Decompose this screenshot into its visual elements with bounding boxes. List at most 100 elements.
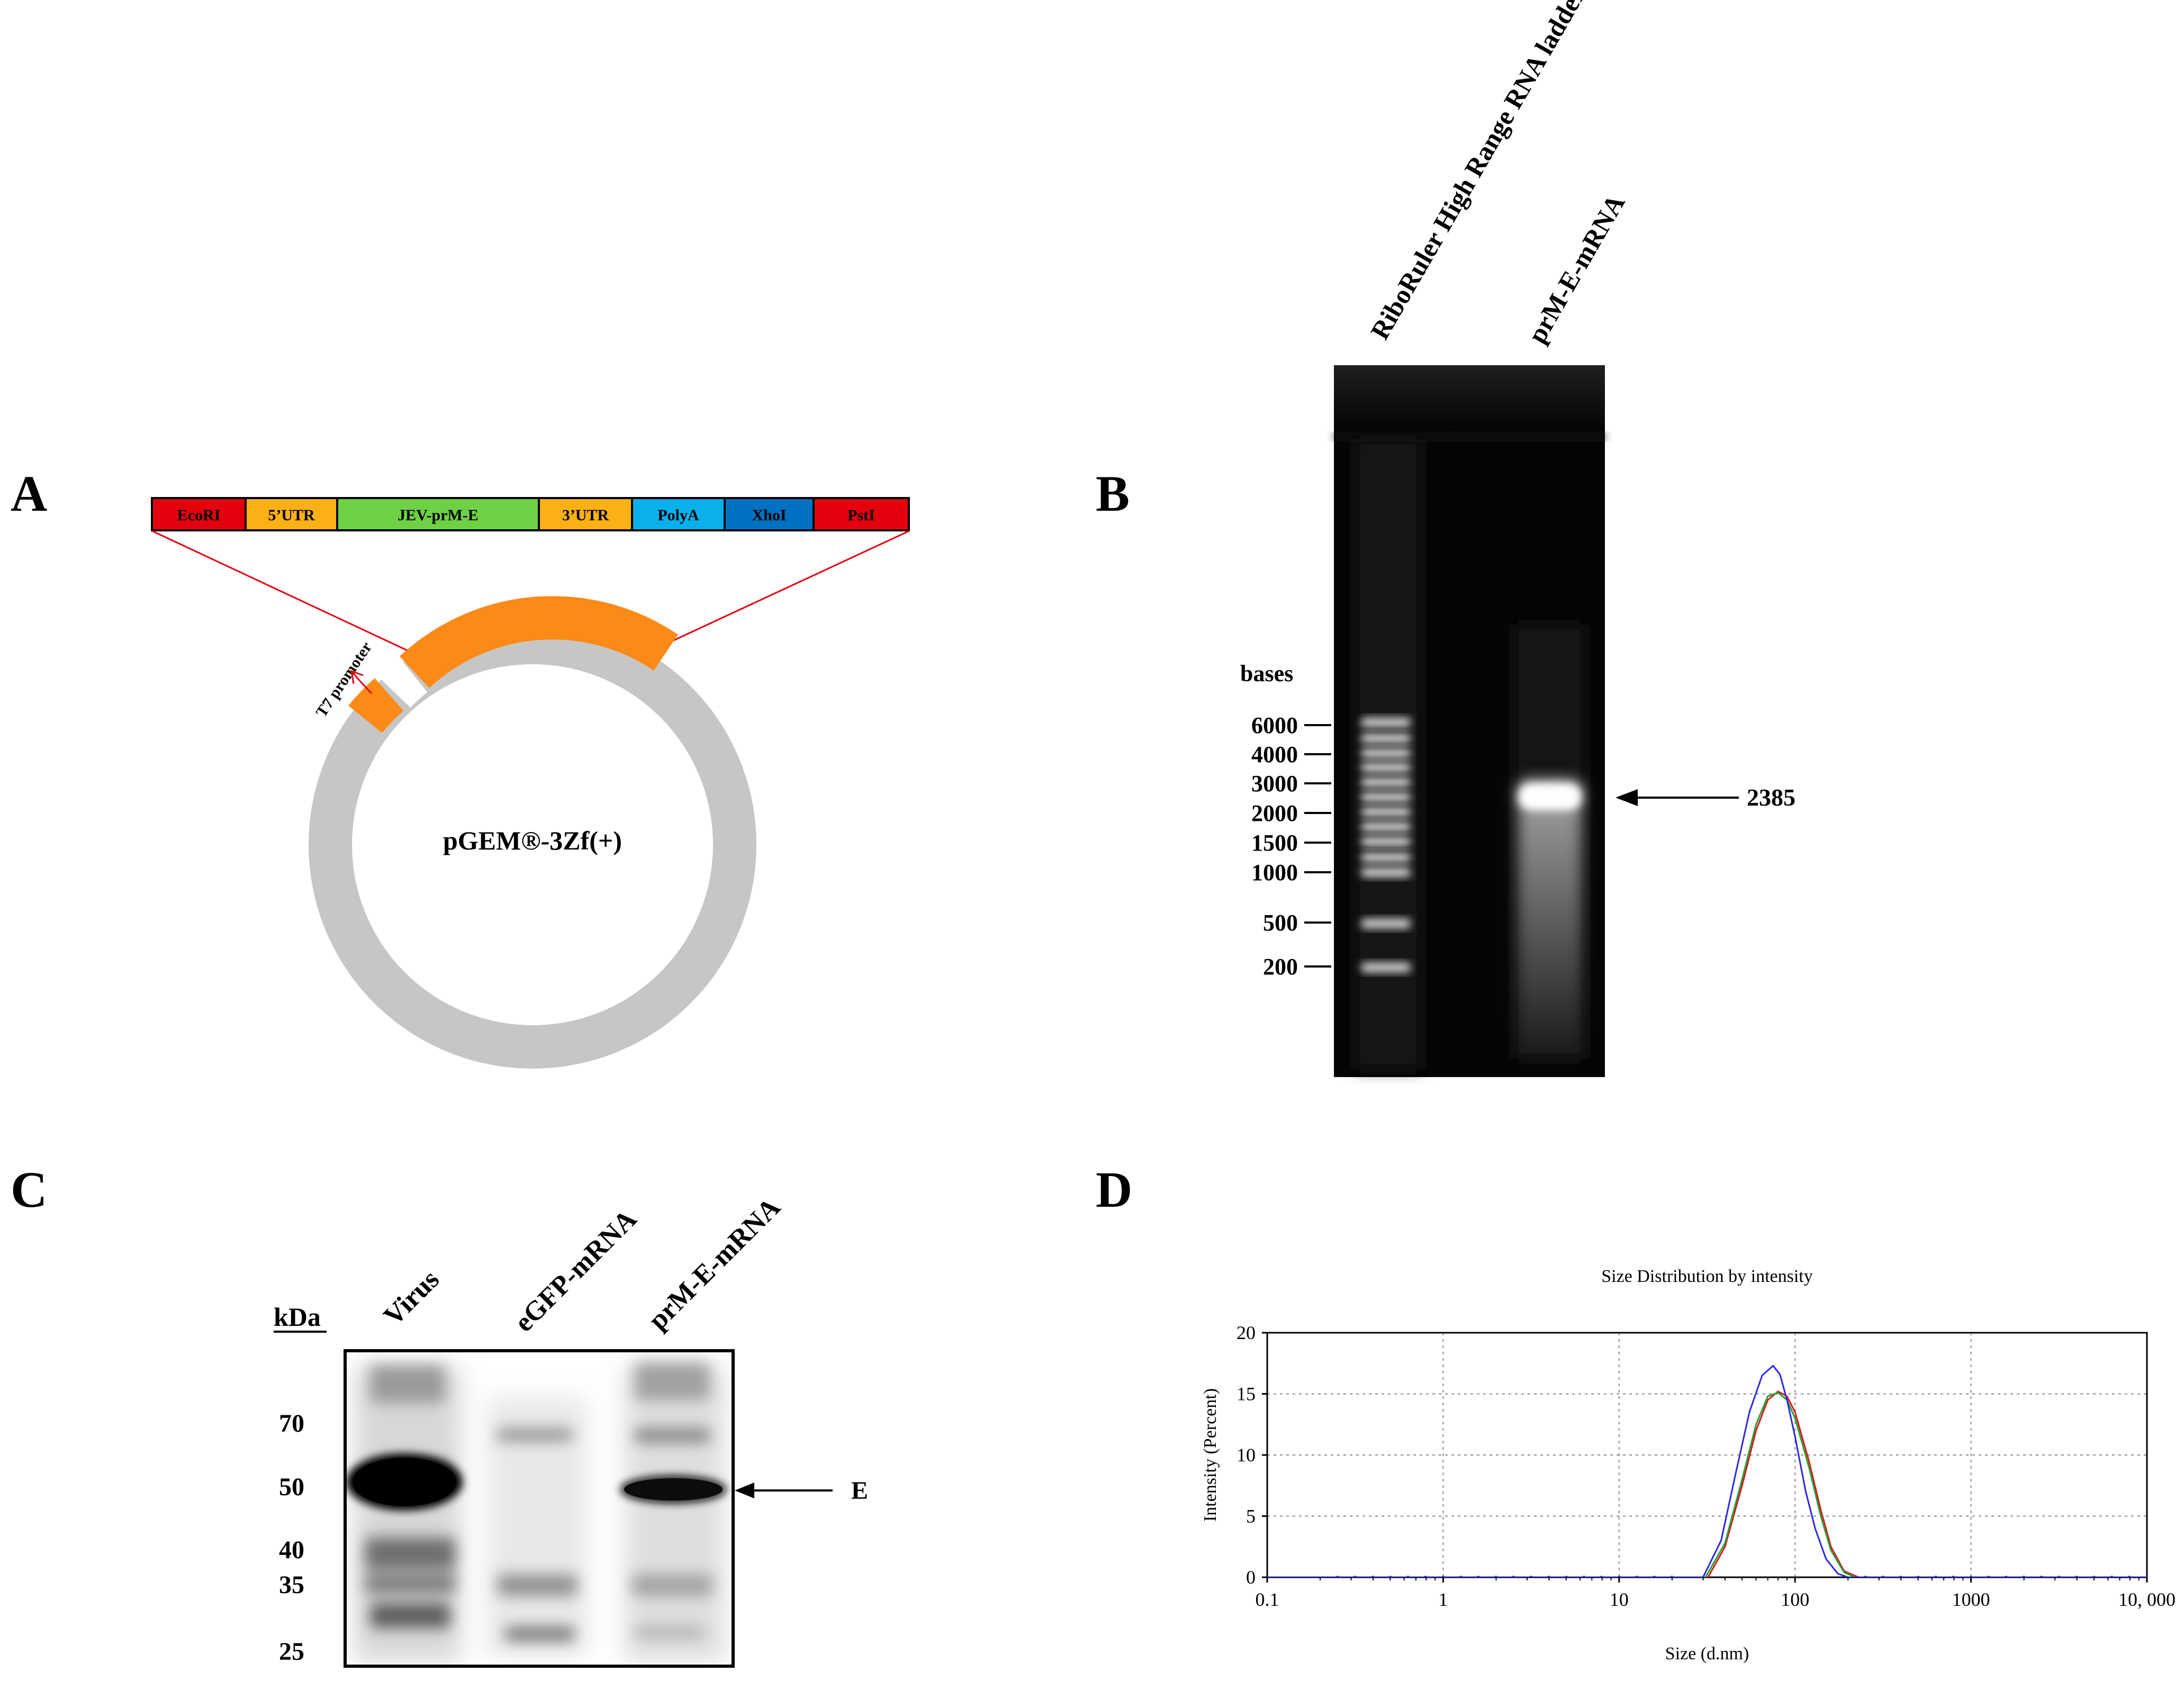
blot-band-annotation: E — [735, 1477, 868, 1505]
ladder-size-label: 6000 — [1251, 712, 1298, 738]
chart-baseline-point — [2092, 1576, 2096, 1577]
marker-size-label: 40 — [279, 1536, 304, 1564]
chart-baseline-point — [1494, 1576, 1498, 1577]
guide-line-left — [151, 530, 409, 652]
plasmid-gap — [376, 655, 428, 708]
chart-baseline-point — [1635, 1576, 1639, 1577]
panel-c-letter: C — [11, 1161, 47, 1218]
chart-baseline-point — [2039, 1576, 2043, 1577]
chart-baseline-point — [1353, 1576, 1357, 1577]
marker-unit-label: kDa — [274, 1302, 321, 1332]
chart-y-tick-label: 5 — [1246, 1506, 1256, 1527]
panel-c: C Virus eGFP-mRNA prM-E-mRNA kDa — [11, 1161, 868, 1668]
construct-segment-label: 5’UTR — [268, 507, 315, 524]
panel-d-letter: D — [1096, 1161, 1132, 1218]
blot-lane-label-egfp: eGFP-mRNA — [509, 1204, 643, 1337]
blot-band-label: E — [851, 1477, 868, 1505]
ladder-size-label: 2000 — [1251, 800, 1298, 826]
chart-y-tick-label: 15 — [1237, 1384, 1256, 1405]
ladder-band — [1361, 748, 1411, 758]
chart-x-tick-label: 10, 000 — [2118, 1589, 2176, 1610]
ladder-band — [1361, 867, 1411, 877]
ladder-band — [1361, 837, 1411, 846]
guide-line-right — [671, 530, 910, 643]
chart-baseline-point — [1952, 1576, 1955, 1577]
construct-segment-label: XhoI — [752, 507, 786, 524]
chart-baseline-point — [1476, 1576, 1480, 1577]
ladder-band — [1361, 963, 1411, 972]
gel-image — [1334, 365, 1605, 1077]
chart-baseline-point — [2057, 1576, 2061, 1577]
chart-baseline-point — [1565, 1576, 1568, 1577]
chart-baseline-point — [1617, 1576, 1621, 1577]
chart-baseline-point — [1600, 1576, 1603, 1577]
gel-band-annotation: 2385 — [1616, 784, 1795, 811]
chart-baseline-point — [1512, 1576, 1515, 1577]
ladder-size-label: 500 — [1263, 910, 1298, 936]
panel-d: D Size Distribution by intensity 0.1 1 10 1… — [1096, 1161, 2176, 1664]
sample-band — [1518, 781, 1582, 1064]
chart-baseline-point — [2075, 1576, 2079, 1577]
construct-segment-label: PolyA — [657, 507, 699, 524]
chart-baseline-point — [2110, 1576, 2114, 1577]
ladder-band — [1361, 792, 1411, 802]
plasmid-insert-arc — [400, 596, 678, 689]
chart-baseline-point — [1371, 1576, 1375, 1577]
ladder-band — [1361, 807, 1411, 817]
plasmid-map: pGEM®-3Zf(+) — [309, 596, 756, 1069]
plasmid-backbone — [309, 621, 756, 1069]
construct-map: EcoRI 5’UTR JEV-prM-E 3’UTR PolyA XhoI PstI — [151, 497, 910, 531]
construct-segment — [245, 497, 338, 531]
t7-arrowhead-icon — [350, 670, 364, 684]
ladder-band — [1361, 853, 1411, 862]
chart-x-tick-label: 0.1 — [1256, 1589, 1279, 1610]
ladder-band — [1361, 919, 1411, 928]
construct-segment — [151, 497, 247, 531]
construct-segment-label: PstI — [847, 507, 875, 524]
ladder-band — [1361, 734, 1411, 743]
blot-band-arrowhead-icon — [735, 1483, 754, 1498]
panel-b-letter: B — [1096, 465, 1130, 522]
chart-series-line — [1267, 1364, 2147, 1577]
chart-baseline-point — [1987, 1576, 1990, 1577]
chart-baseline-point — [1459, 1576, 1463, 1577]
chart-x-tick-label: 10 — [1610, 1589, 1629, 1610]
marker-size-label: 70 — [279, 1409, 304, 1438]
chart-baseline-point — [1670, 1576, 1674, 1577]
ladder-size-label: 3000 — [1251, 771, 1298, 797]
plasmid-promoter-arc — [348, 678, 404, 734]
ladder-labels: 6000 4000 3000 2000 1500 1000 500 200 — [1251, 712, 1331, 980]
ladder-band — [1361, 822, 1411, 832]
panel-a-letter: A — [11, 465, 47, 522]
chart-y-tick-label: 20 — [1237, 1322, 1256, 1343]
chart-baseline-point — [1881, 1576, 1885, 1577]
ladder-size-label: 200 — [1263, 954, 1298, 980]
ladder-band — [1361, 778, 1411, 787]
chart-series-line — [1267, 1391, 2147, 1577]
chart-baseline-point — [1406, 1576, 1410, 1577]
blot-lane-label-virus: Virus — [378, 1264, 445, 1332]
construct-segment-label: EcoRI — [177, 507, 221, 524]
ladder-size-label: 1500 — [1251, 830, 1298, 856]
chart-title: Size Distribution by intensity — [1601, 1267, 1812, 1286]
chart-x-tick-label: 1000 — [1952, 1589, 1990, 1610]
t7-promoter-arrow-icon — [351, 672, 373, 694]
gel-lane-label-sample: prM-E-mRNA — [1522, 189, 1630, 348]
chart-baseline-point — [1424, 1576, 1428, 1577]
marker-size-label: 25 — [279, 1638, 304, 1666]
chart-baseline-point — [1441, 1576, 1445, 1577]
size-distribution-chart: 0.1 1 10 100 1000 10, 000 0 5 10 15 20 — [1237, 1322, 2176, 1610]
blot-lane-label-prme: prM-E-mRNA — [643, 1192, 786, 1335]
chart-baseline-point — [2127, 1576, 2131, 1577]
chart-baseline-point — [1653, 1576, 1656, 1577]
chart-baseline-point — [1582, 1576, 1586, 1577]
chart-y-tick-label: 0 — [1246, 1567, 1256, 1588]
chart-y-axis-label: Intensity (Percent) — [1201, 1388, 1220, 1522]
chart-x-tick-label: 100 — [1781, 1589, 1809, 1610]
chart-baseline-point — [1547, 1576, 1550, 1577]
marker-unit: kDa — [274, 1302, 327, 1333]
gel-band-arrowhead-icon — [1616, 789, 1638, 806]
plasmid-label: pGEM®-3Zf(+) — [443, 826, 622, 855]
chart-series-line — [1267, 1390, 2147, 1577]
